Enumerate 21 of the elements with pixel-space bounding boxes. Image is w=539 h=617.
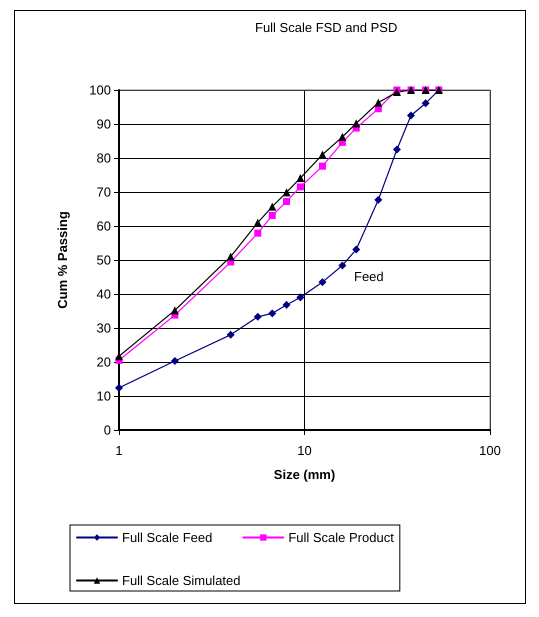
y-tick-label: 20	[96, 354, 111, 370]
x-tick-label: 10	[297, 443, 312, 458]
y-tick-label: 100	[89, 82, 111, 98]
y-tick-label: 0	[104, 422, 111, 438]
y-tick-label: 30	[96, 320, 111, 336]
x-axis-title: Size (mm)	[274, 467, 336, 482]
y-tick-label: 90	[96, 116, 111, 132]
chart-title: Full Scale FSD and PSD	[255, 20, 398, 35]
x-tick-label: 1	[115, 443, 123, 458]
y-tick-label: 40	[96, 286, 111, 302]
y-tick-label: 60	[96, 218, 111, 234]
y-tick-label: 70	[96, 184, 111, 200]
legend-label: Full Scale Feed	[122, 530, 212, 545]
y-axis-title: Cum % Passing	[55, 211, 70, 309]
legend-label: Full Scale Simulated	[122, 573, 240, 588]
x-tick-label: 100	[479, 443, 501, 458]
y-tick-label: 10	[96, 388, 111, 404]
y-tick-label: 80	[96, 150, 111, 166]
y-tick-label: 50	[96, 252, 111, 268]
annotation: Feed	[354, 269, 384, 284]
legend-label: Full Scale Product	[288, 530, 394, 545]
